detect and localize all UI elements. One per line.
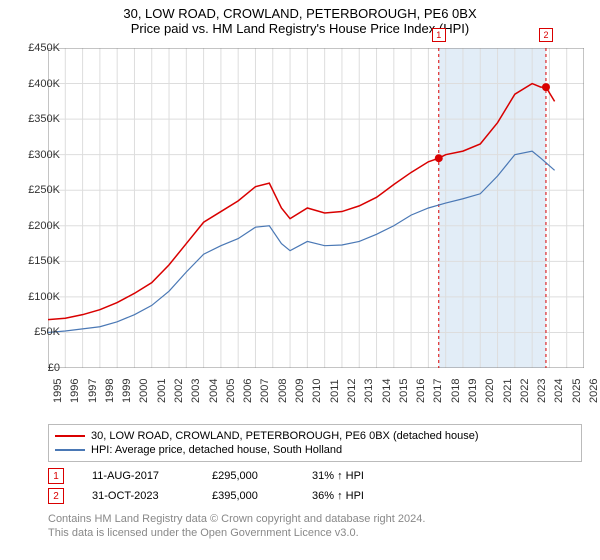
y-tick-label: £100K bbox=[28, 291, 60, 303]
chart-container: 30, LOW ROAD, CROWLAND, PETERBOROUGH, PE… bbox=[0, 0, 600, 560]
y-tick-label: £400K bbox=[28, 78, 60, 90]
footer-line2: This data is licensed under the Open Gov… bbox=[48, 526, 425, 540]
plot-svg bbox=[48, 48, 584, 368]
y-tick-label: £150K bbox=[28, 255, 60, 267]
marker-row: 1 11-AUG-2017 £295,000 31% ↑ HPI bbox=[48, 466, 364, 486]
x-tick-label: 1999 bbox=[121, 379, 133, 403]
y-tick-label: £0 bbox=[48, 362, 60, 374]
x-tick-label: 2024 bbox=[553, 379, 565, 403]
x-tick-label: 2021 bbox=[502, 379, 514, 403]
footer: Contains HM Land Registry data © Crown c… bbox=[48, 512, 425, 541]
marker-date: 31-OCT-2023 bbox=[92, 490, 212, 502]
marker-price: £395,000 bbox=[212, 490, 312, 502]
x-tick-label: 2015 bbox=[398, 379, 410, 403]
x-tick-label: 2014 bbox=[381, 379, 393, 403]
marker-table: 1 11-AUG-2017 £295,000 31% ↑ HPI 2 31-OC… bbox=[48, 466, 364, 506]
marker-row: 2 31-OCT-2023 £395,000 36% ↑ HPI bbox=[48, 486, 364, 506]
chart-subtitle: Price paid vs. HM Land Registry's House … bbox=[0, 21, 600, 40]
x-tick-label: 2010 bbox=[311, 379, 323, 403]
marker-price: £295,000 bbox=[212, 470, 312, 482]
x-tick-label: 2000 bbox=[138, 379, 150, 403]
x-tick-label: 2018 bbox=[450, 379, 462, 403]
plot-area: 12 bbox=[48, 48, 584, 368]
chart-title: 30, LOW ROAD, CROWLAND, PETERBOROUGH, PE… bbox=[0, 0, 600, 21]
x-tick-label: 2004 bbox=[208, 379, 220, 403]
y-tick-label: £350K bbox=[28, 113, 60, 125]
x-tick-label: 2008 bbox=[277, 379, 289, 403]
y-tick-label: £300K bbox=[28, 149, 60, 161]
marker-id-box: 1 bbox=[48, 468, 64, 484]
x-tick-label: 2007 bbox=[259, 379, 271, 403]
x-tick-label: 2005 bbox=[225, 379, 237, 403]
x-tick-label: 2016 bbox=[415, 379, 427, 403]
x-tick-label: 2019 bbox=[467, 379, 479, 403]
x-tick-label: 2006 bbox=[242, 379, 254, 403]
legend: 30, LOW ROAD, CROWLAND, PETERBOROUGH, PE… bbox=[48, 424, 582, 462]
x-tick-label: 2022 bbox=[519, 379, 531, 403]
x-tick-label: 2012 bbox=[346, 379, 358, 403]
legend-label: HPI: Average price, detached house, Sout… bbox=[91, 444, 342, 456]
x-tick-label: 2025 bbox=[571, 379, 583, 403]
y-tick-label: £250K bbox=[28, 184, 60, 196]
x-tick-label: 2003 bbox=[190, 379, 202, 403]
chart-marker-1: 1 bbox=[432, 28, 446, 42]
x-tick-label: 2001 bbox=[156, 379, 168, 403]
y-tick-label: £50K bbox=[34, 326, 60, 338]
footer-line1: Contains HM Land Registry data © Crown c… bbox=[48, 512, 425, 526]
marker-delta: 31% ↑ HPI bbox=[312, 470, 364, 482]
x-tick-label: 1997 bbox=[87, 379, 99, 403]
x-tick-label: 2023 bbox=[536, 379, 548, 403]
x-tick-label: 1996 bbox=[69, 379, 81, 403]
chart-marker-2: 2 bbox=[539, 28, 553, 42]
legend-item: 30, LOW ROAD, CROWLAND, PETERBOROUGH, PE… bbox=[55, 429, 575, 443]
marker-date: 11-AUG-2017 bbox=[92, 470, 212, 482]
y-tick-label: £200K bbox=[28, 220, 60, 232]
legend-swatch bbox=[55, 449, 85, 451]
x-tick-label: 2009 bbox=[294, 379, 306, 403]
x-tick-label: 2011 bbox=[329, 379, 341, 403]
y-tick-label: £450K bbox=[28, 42, 60, 54]
x-tick-label: 2013 bbox=[363, 379, 375, 403]
x-tick-label: 2020 bbox=[484, 379, 496, 403]
x-tick-label: 2017 bbox=[432, 379, 444, 403]
x-tick-label: 2002 bbox=[173, 379, 185, 403]
legend-swatch bbox=[55, 435, 85, 437]
marker-delta: 36% ↑ HPI bbox=[312, 490, 364, 502]
x-tick-label: 2026 bbox=[588, 379, 600, 403]
marker-id-box: 2 bbox=[48, 488, 64, 504]
legend-label: 30, LOW ROAD, CROWLAND, PETERBOROUGH, PE… bbox=[91, 430, 479, 442]
x-tick-label: 1998 bbox=[104, 379, 116, 403]
x-tick-label: 1995 bbox=[52, 379, 64, 403]
legend-item: HPI: Average price, detached house, Sout… bbox=[55, 443, 575, 457]
